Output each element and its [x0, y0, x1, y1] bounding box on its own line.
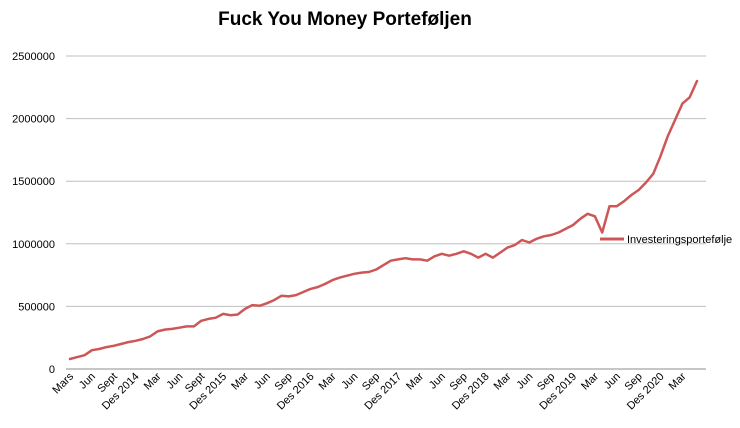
y-tick-label: 0 [49, 364, 55, 376]
x-tick-label: Mar [229, 370, 251, 392]
x-tick-label: Mar [667, 370, 689, 392]
legend: Investeringsportefølje [600, 234, 732, 246]
x-tick-label: Jun [164, 371, 185, 392]
x-tick-label: Mar [142, 370, 164, 392]
x-tick-label: Mar [492, 370, 514, 392]
y-tick-label: 2500000 [12, 51, 55, 63]
x-tick-label: Mar [404, 370, 426, 392]
gridlines [66, 55, 706, 307]
y-axis-tick-labels: 0 500000 1000000 1500000 2000000 2500000 [12, 51, 55, 376]
y-tick-label: 500000 [18, 301, 55, 313]
x-tick-label: Jun [77, 371, 98, 392]
x-tick-label: Jun [514, 371, 535, 392]
x-tick-label: Mar [579, 370, 601, 392]
series-line [68, 79, 699, 361]
y-tick-label: 1500000 [12, 176, 55, 188]
series-lines [68, 79, 699, 361]
x-tick-label: Jun [252, 371, 273, 392]
chart-title: Fuck You Money Porteføljen [218, 9, 472, 30]
x-tick-label: Mar [317, 370, 339, 392]
x-tick-label: Jun [339, 371, 360, 392]
legend-label: Investeringsportefølje [627, 234, 732, 246]
y-tick-label: 1000000 [12, 239, 55, 251]
x-tick-label: Jun [427, 371, 448, 392]
x-tick-label: Jun [602, 371, 623, 392]
y-tick-label: 2000000 [12, 114, 55, 126]
